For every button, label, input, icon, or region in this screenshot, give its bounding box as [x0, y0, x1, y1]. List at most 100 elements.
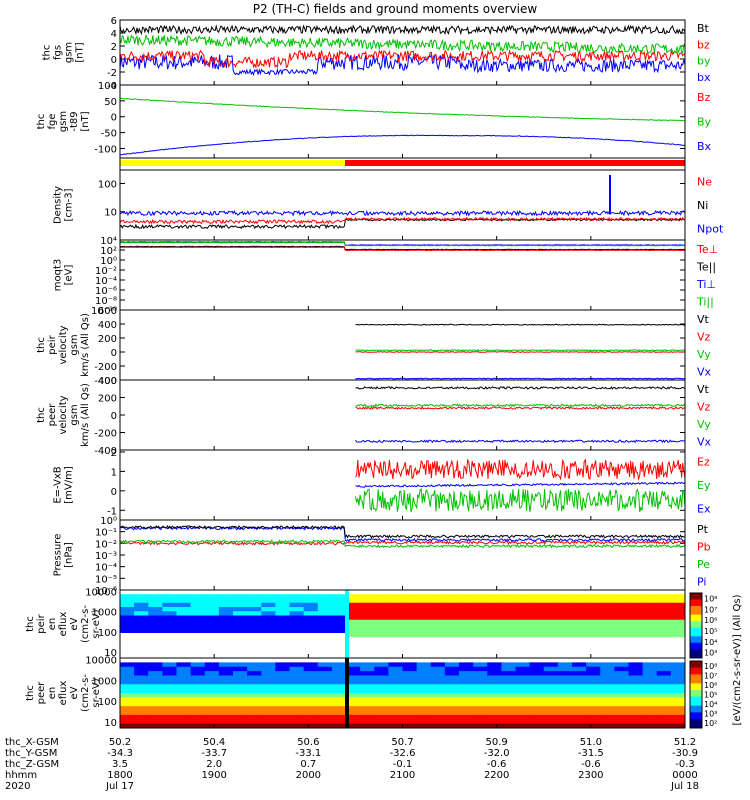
spec-cell	[317, 723, 333, 729]
spec-cell	[148, 662, 163, 668]
spec-cell	[515, 666, 531, 672]
spec-cell	[557, 671, 573, 676]
spec-cell	[360, 624, 375, 629]
spec-cell	[162, 723, 177, 729]
figure-title: P2 (TH-C) fields and ground moments over…	[253, 2, 538, 16]
spec-cell	[148, 598, 163, 604]
spec-cell	[586, 615, 601, 621]
spec-cell	[628, 602, 644, 608]
spec-cell	[374, 602, 389, 608]
ylabel-line: thc	[36, 407, 47, 423]
spec-cell	[176, 611, 192, 616]
spec-cell	[289, 624, 305, 629]
spec-cell	[656, 662, 672, 668]
spec-cell	[430, 594, 446, 599]
spec-cell	[331, 607, 347, 612]
spec-cell	[218, 701, 234, 707]
spec-cell	[416, 693, 432, 698]
colorbar-step	[690, 619, 702, 622]
spec-cell	[162, 594, 177, 599]
spec-cell	[515, 594, 531, 599]
spec-cell	[261, 723, 276, 729]
spec-cell	[331, 701, 347, 707]
spec-cell	[120, 697, 135, 703]
spec-cell	[656, 679, 672, 685]
Te-par-trace	[119, 245, 686, 251]
spec-cell	[134, 684, 149, 690]
spec-cell	[289, 688, 305, 694]
spec-cell	[303, 714, 319, 720]
spec-cell	[444, 611, 460, 616]
spec-cell	[572, 602, 587, 608]
spec-cell	[120, 619, 135, 625]
spec-cell	[473, 710, 488, 716]
spec-cell	[303, 615, 319, 621]
legend-By: By	[697, 116, 712, 129]
panel-frame	[119, 519, 686, 591]
spec-cell	[628, 719, 644, 725]
spec-cell	[473, 602, 488, 608]
spec-cell	[586, 602, 601, 608]
spec-cell	[670, 697, 686, 703]
Vx-trace	[355, 439, 686, 444]
spec-cell	[614, 615, 629, 621]
ephem-value: 2200	[484, 770, 509, 781]
spec-cell	[388, 706, 403, 711]
spec-transition-stripe	[345, 590, 349, 658]
spec-cell	[416, 624, 432, 629]
colorbar-step	[690, 667, 702, 671]
ephem-value: -30.9	[672, 748, 698, 759]
spec-cell	[586, 714, 601, 720]
spec-cell	[233, 662, 248, 668]
spec-cell	[388, 602, 403, 608]
spec-cell	[515, 706, 531, 711]
spec-cell	[388, 594, 403, 599]
spec-cell	[275, 662, 290, 668]
spec-cell	[120, 628, 135, 633]
spec-cell	[360, 632, 375, 638]
colorbar-step	[690, 614, 702, 618]
spec-cell	[586, 628, 601, 633]
spec-cell	[543, 602, 559, 608]
spec-cell	[317, 684, 333, 690]
spec-cell	[586, 684, 601, 690]
spec-cell	[501, 632, 516, 638]
spec-cell	[331, 602, 347, 608]
spec-cell	[134, 710, 149, 716]
ytick-label: 2	[111, 42, 117, 53]
spec-cell	[190, 701, 206, 707]
ylabel-line: peir	[36, 613, 47, 633]
legend-bx: bx	[697, 71, 711, 84]
spec-cell	[134, 619, 149, 625]
spec-cell	[614, 624, 629, 629]
spec-cell	[614, 607, 629, 612]
spec-cell	[444, 602, 460, 608]
status-bar-after	[345, 160, 685, 166]
spec-cell	[303, 719, 319, 725]
spec-cell	[515, 688, 531, 694]
spec-cell	[614, 693, 629, 698]
spec-cell	[218, 697, 234, 703]
spec-cell	[190, 710, 206, 716]
spec-cell	[600, 693, 615, 698]
spec-cell	[204, 619, 220, 625]
spec-cell	[275, 619, 290, 625]
spec-cell	[134, 624, 149, 629]
spec-cell	[218, 675, 234, 681]
spec-cell	[529, 693, 545, 698]
spec-cell	[670, 666, 686, 672]
spec-cell	[430, 701, 446, 707]
spec-cell	[162, 714, 177, 720]
spec-cell	[543, 662, 559, 668]
spec-cell	[416, 701, 432, 707]
spec-cell	[317, 714, 333, 720]
colorbar-step	[690, 640, 702, 644]
spec-cell	[642, 706, 658, 711]
spec-cell	[317, 710, 333, 716]
spec-cell	[444, 679, 460, 685]
ytick-label: 10⁻³	[95, 551, 117, 562]
spec-cell	[487, 671, 502, 676]
spec-cell	[628, 632, 644, 638]
panel-peir_vel: thc peir velocity gsm km/s (All Qs) 600 400 200…	[36, 306, 712, 387]
spec-cell	[628, 701, 644, 707]
